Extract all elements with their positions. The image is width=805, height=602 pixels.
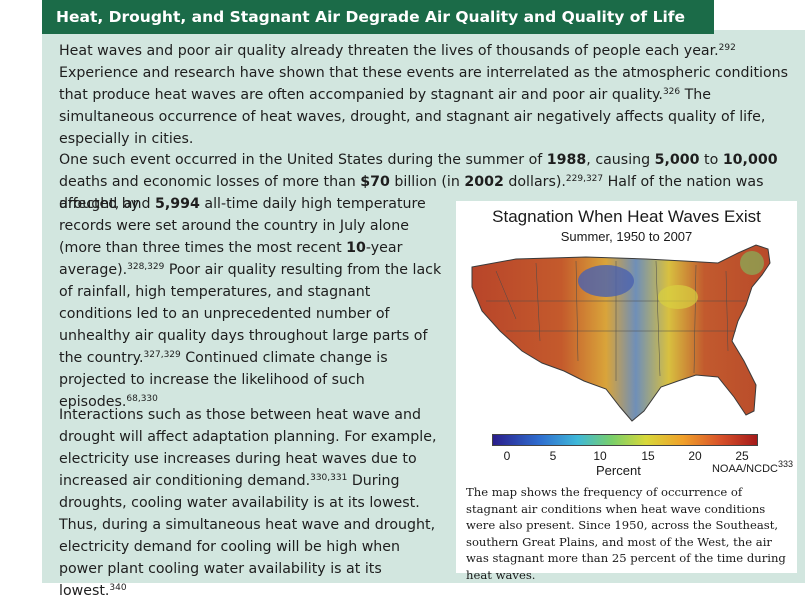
reference-superscript: 330,331 — [310, 473, 348, 483]
text-run: Continued climate change is projected to… — [59, 350, 388, 410]
section-title: Heat, Drought, and Stagnant Air Degrade … — [42, 0, 714, 34]
text-run: One such event occurred in the United St… — [59, 152, 547, 168]
reference-superscript: 333 — [777, 459, 793, 469]
image-credit: NOAA/NCDC333 — [711, 460, 793, 476]
us-map-image — [471, 244, 771, 422]
colorbar-tick: 0 — [503, 449, 511, 463]
map-title: Stagnation When Heat Waves Exist — [492, 207, 761, 226]
bold-value: 5,994 — [154, 196, 200, 212]
colorbar-tick: 5 — [549, 449, 557, 463]
text-run: to — [699, 152, 723, 168]
text-run: dollars). — [503, 174, 566, 190]
colorbar-tick: 25 — [735, 449, 749, 463]
stagnation-figure: Stagnation When Heat Waves Exist Summer,… — [456, 201, 797, 582]
text-run: During droughts, cooling water availabil… — [59, 473, 436, 599]
reference-superscript: 229,327 — [565, 174, 604, 184]
colorbar-tick: 15 — [641, 449, 655, 463]
text-run: drought, and — [59, 196, 155, 212]
text-run: , causing — [586, 152, 655, 168]
text-run: all-time daily high temperature records … — [59, 196, 426, 256]
reference-superscript: 328,329 — [127, 262, 165, 272]
paragraph-3: Interactions such as those between heat … — [59, 404, 447, 602]
text-run: Experience and research have shown that … — [59, 65, 789, 103]
reference-superscript: 327,329 — [143, 350, 181, 360]
colorbar-label: Percent — [596, 463, 641, 478]
colorbar-tick: 10 — [593, 449, 607, 463]
reference-superscript: 340 — [109, 583, 127, 593]
reference-superscript: 326 — [662, 87, 681, 97]
text-run: deaths and economic losses of more than — [59, 174, 361, 190]
reference-superscript: 292 — [718, 43, 736, 53]
figure-caption: The map shows the frequency of occurrenc… — [466, 485, 786, 582]
colorbar-tick: 20 — [688, 449, 702, 463]
paragraph-2-column: drought, and 5,994 all-time daily high t… — [59, 193, 447, 413]
bold-value: 2002 — [464, 174, 504, 190]
text-run: Heat waves and poor air quality already … — [59, 43, 719, 59]
text-run: Half of the nation was affected by — [59, 174, 764, 212]
paragraph-2-top: One such event occurred in the United St… — [59, 149, 794, 215]
text-run: The simultaneous occurrence of heat wave… — [59, 87, 766, 147]
bold-value: 10 — [346, 240, 366, 256]
text-run: -year average). — [59, 240, 403, 278]
bold-value: 1988 — [546, 152, 587, 168]
text-run: Interactions such as those between heat … — [59, 407, 437, 489]
map-subtitle: Summer, 1950 to 2007 — [560, 229, 693, 244]
bold-value: 10,000 — [722, 152, 778, 168]
paragraph-1: Heat waves and poor air quality already … — [59, 40, 794, 150]
text-run: Poor air quality resulting from the lack… — [59, 262, 442, 366]
bold-value: $70 — [360, 174, 390, 190]
bold-value: 5,000 — [654, 152, 700, 168]
credit-text: NOAA/NCDC — [711, 463, 778, 475]
text-run: billion (in — [389, 174, 465, 190]
colorbar — [492, 434, 758, 446]
reference-superscript: 68,330 — [126, 394, 158, 404]
